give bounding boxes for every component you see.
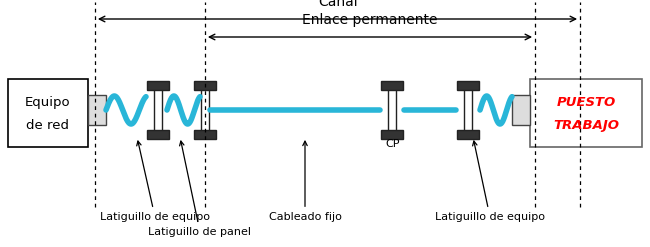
Text: de red: de red: [27, 119, 70, 132]
Bar: [530, 79, 642, 147]
Bar: [388, 87, 396, 133]
Bar: [201, 87, 209, 133]
Bar: [381, 130, 403, 139]
Text: Equipo: Equipo: [25, 96, 71, 109]
Bar: [457, 130, 479, 139]
Bar: [381, 81, 403, 90]
Bar: [147, 81, 169, 90]
Text: CP: CP: [385, 139, 400, 149]
Text: Latiguillo de equipo: Latiguillo de equipo: [435, 141, 545, 222]
Text: Latiguillo de panel: Latiguillo de panel: [148, 141, 252, 237]
Text: Canal: Canal: [318, 0, 358, 9]
Bar: [154, 87, 162, 133]
Text: TRABAJO: TRABAJO: [553, 119, 619, 132]
Bar: [457, 81, 479, 90]
Bar: [464, 87, 472, 133]
Text: PUESTO: PUESTO: [556, 96, 616, 109]
Bar: [8, 79, 88, 147]
Bar: [194, 130, 216, 139]
Bar: [147, 130, 169, 139]
Text: Cableado fijo: Cableado fijo: [268, 141, 341, 222]
Text: Latiguillo de equipo: Latiguillo de equipo: [100, 141, 210, 222]
Bar: [88, 95, 106, 125]
Text: Enlace permanente: Enlace permanente: [302, 13, 437, 27]
Bar: [512, 95, 530, 125]
Bar: [194, 81, 216, 90]
